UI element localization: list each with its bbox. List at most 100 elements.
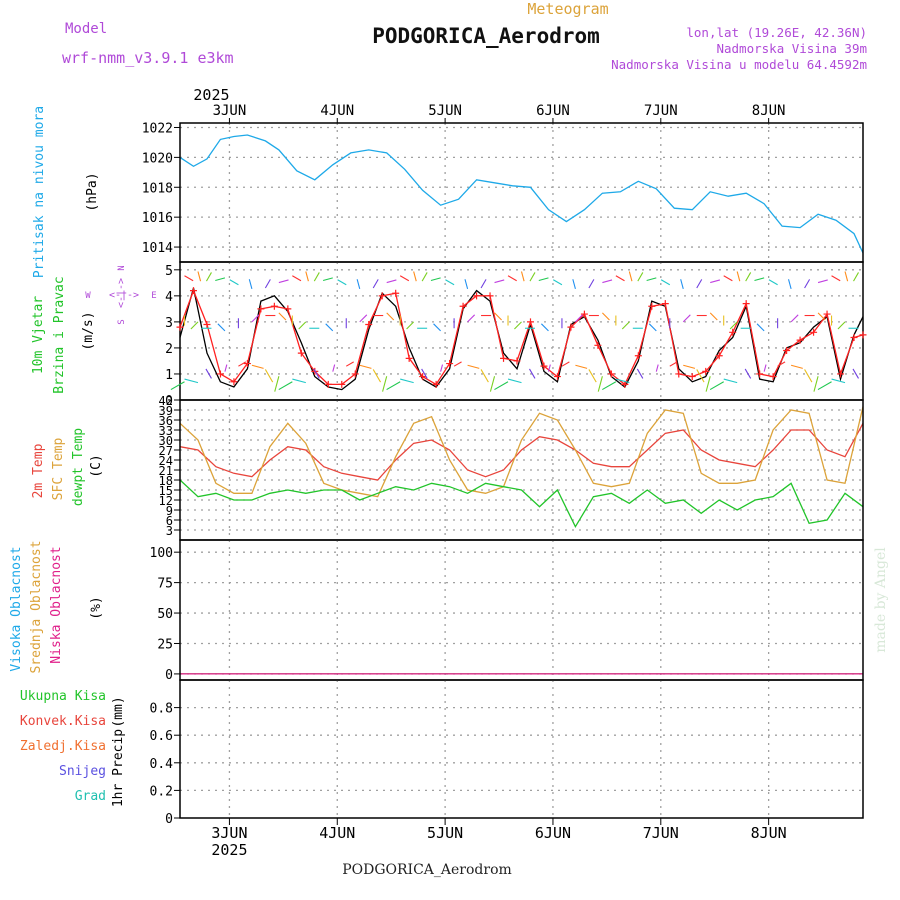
wind-arrow <box>313 368 320 379</box>
wind-arrow <box>292 275 302 282</box>
wind-arrow <box>754 277 765 282</box>
y-tick-label: 6 <box>166 514 173 528</box>
compass-east: E <box>151 291 156 301</box>
top-day-label: 5JUN <box>428 103 462 119</box>
wind-arrow <box>190 321 199 330</box>
wind-arrow <box>248 279 253 290</box>
wind-arrow <box>382 376 388 392</box>
wind-arrow <box>453 361 462 367</box>
wind-arrow <box>359 364 372 369</box>
gust-marker <box>526 318 534 326</box>
wind-arrow <box>359 314 368 323</box>
wind-arrow <box>744 368 752 379</box>
wind-arrow <box>406 321 415 330</box>
wind-arrow <box>445 279 455 286</box>
panel-frame <box>179 679 864 819</box>
y-tick-label: 0.8 <box>150 702 173 717</box>
wind-gust-markers <box>176 287 867 388</box>
temperature-axis-title-1: 2m Temp <box>31 443 46 498</box>
wind-arrow <box>345 361 354 367</box>
series-line-sfc-temp <box>179 406 864 498</box>
wind-arrow <box>205 272 212 282</box>
gust-marker <box>419 373 427 381</box>
top-day-label: 7JUN <box>644 103 678 119</box>
wind-arrow <box>852 368 859 379</box>
wind-arrow <box>197 271 202 282</box>
cloud-axis-title-3: Niska Oblacnost <box>49 546 64 663</box>
panel-clouds <box>174 539 864 681</box>
wind-arrow <box>494 381 509 391</box>
gust-marker <box>257 305 265 313</box>
bottom-day-label: 5JUN <box>427 824 463 842</box>
gust-marker <box>405 354 413 362</box>
credit-watermark: made by Angel <box>873 547 889 653</box>
wind-arrow <box>575 364 588 369</box>
gust-marker <box>810 328 818 336</box>
wind-arrow <box>372 279 379 289</box>
pressure-units: (hPa) <box>85 172 100 211</box>
wind-arrow <box>745 272 752 282</box>
wind-arrow <box>529 272 536 282</box>
gust-marker <box>715 352 723 360</box>
y-tick-label: 30 <box>159 434 173 448</box>
model-name: wrf-nmm_v3.9.1 e3km <box>62 49 234 67</box>
wind-arrow <box>238 361 247 367</box>
gust-marker <box>607 370 615 378</box>
wind-arrow <box>264 279 271 289</box>
chart-subtitle: Meteogram <box>527 0 608 18</box>
wind-arrow <box>440 364 444 372</box>
wind-arrow <box>853 272 859 282</box>
wind-arrow <box>278 381 293 391</box>
gust-marker <box>324 380 332 388</box>
wind-arrow <box>804 369 813 383</box>
gust-marker <box>688 373 696 381</box>
wind-arrow <box>170 381 185 391</box>
wind-arrow <box>278 312 287 321</box>
wind-arrow <box>372 369 382 383</box>
gust-marker <box>859 331 867 339</box>
wind-arrow <box>386 381 401 391</box>
wind-arrow <box>709 312 718 321</box>
wind-arrow <box>413 271 417 282</box>
wind-arrow <box>648 323 657 332</box>
wind-arrow <box>817 312 826 321</box>
y-tick-label: 9 <box>166 504 173 518</box>
wind-arrow <box>813 376 819 392</box>
y-tick-label: 2 <box>165 342 173 357</box>
model-label: Model <box>65 21 107 37</box>
gust-marker <box>216 370 224 378</box>
gust-marker <box>634 352 642 360</box>
wind-arrow <box>251 364 264 369</box>
compass-west: W <box>85 291 91 301</box>
gust-marker <box>729 328 737 336</box>
wind-arrow <box>790 364 803 369</box>
gust-marker <box>203 320 211 328</box>
wind-arrow <box>637 272 644 282</box>
gust-marker <box>270 302 278 310</box>
wind-arrow <box>305 271 309 282</box>
cloud-axis-title-1: Visoka Oblacnost <box>9 546 24 671</box>
y-tick-label: 0.4 <box>150 757 174 772</box>
panel-frame <box>179 539 864 681</box>
gust-marker <box>567 323 575 331</box>
wind-arrow <box>588 279 595 289</box>
y-tick-label: 0.2 <box>150 784 173 799</box>
wind-arrow <box>337 279 347 286</box>
wind-arrow <box>278 279 289 284</box>
precip-units: (mm) <box>111 696 126 727</box>
y-tick-label: 24 <box>159 454 173 468</box>
gust-marker <box>661 300 669 308</box>
y-tick-label: 4 <box>165 290 173 305</box>
y-tick-label: 12 <box>159 494 173 508</box>
wind-arrow <box>229 279 239 286</box>
gust-marker <box>351 370 359 378</box>
y-tick-label: 25 <box>157 637 173 652</box>
pressure-axis-title: Pritisak na nivou mora <box>32 106 47 278</box>
gust-marker <box>432 380 440 388</box>
wind-arrow <box>636 368 644 379</box>
wind-arrow <box>386 312 395 321</box>
gust-marker <box>297 349 305 357</box>
wind-arrow <box>399 275 410 282</box>
